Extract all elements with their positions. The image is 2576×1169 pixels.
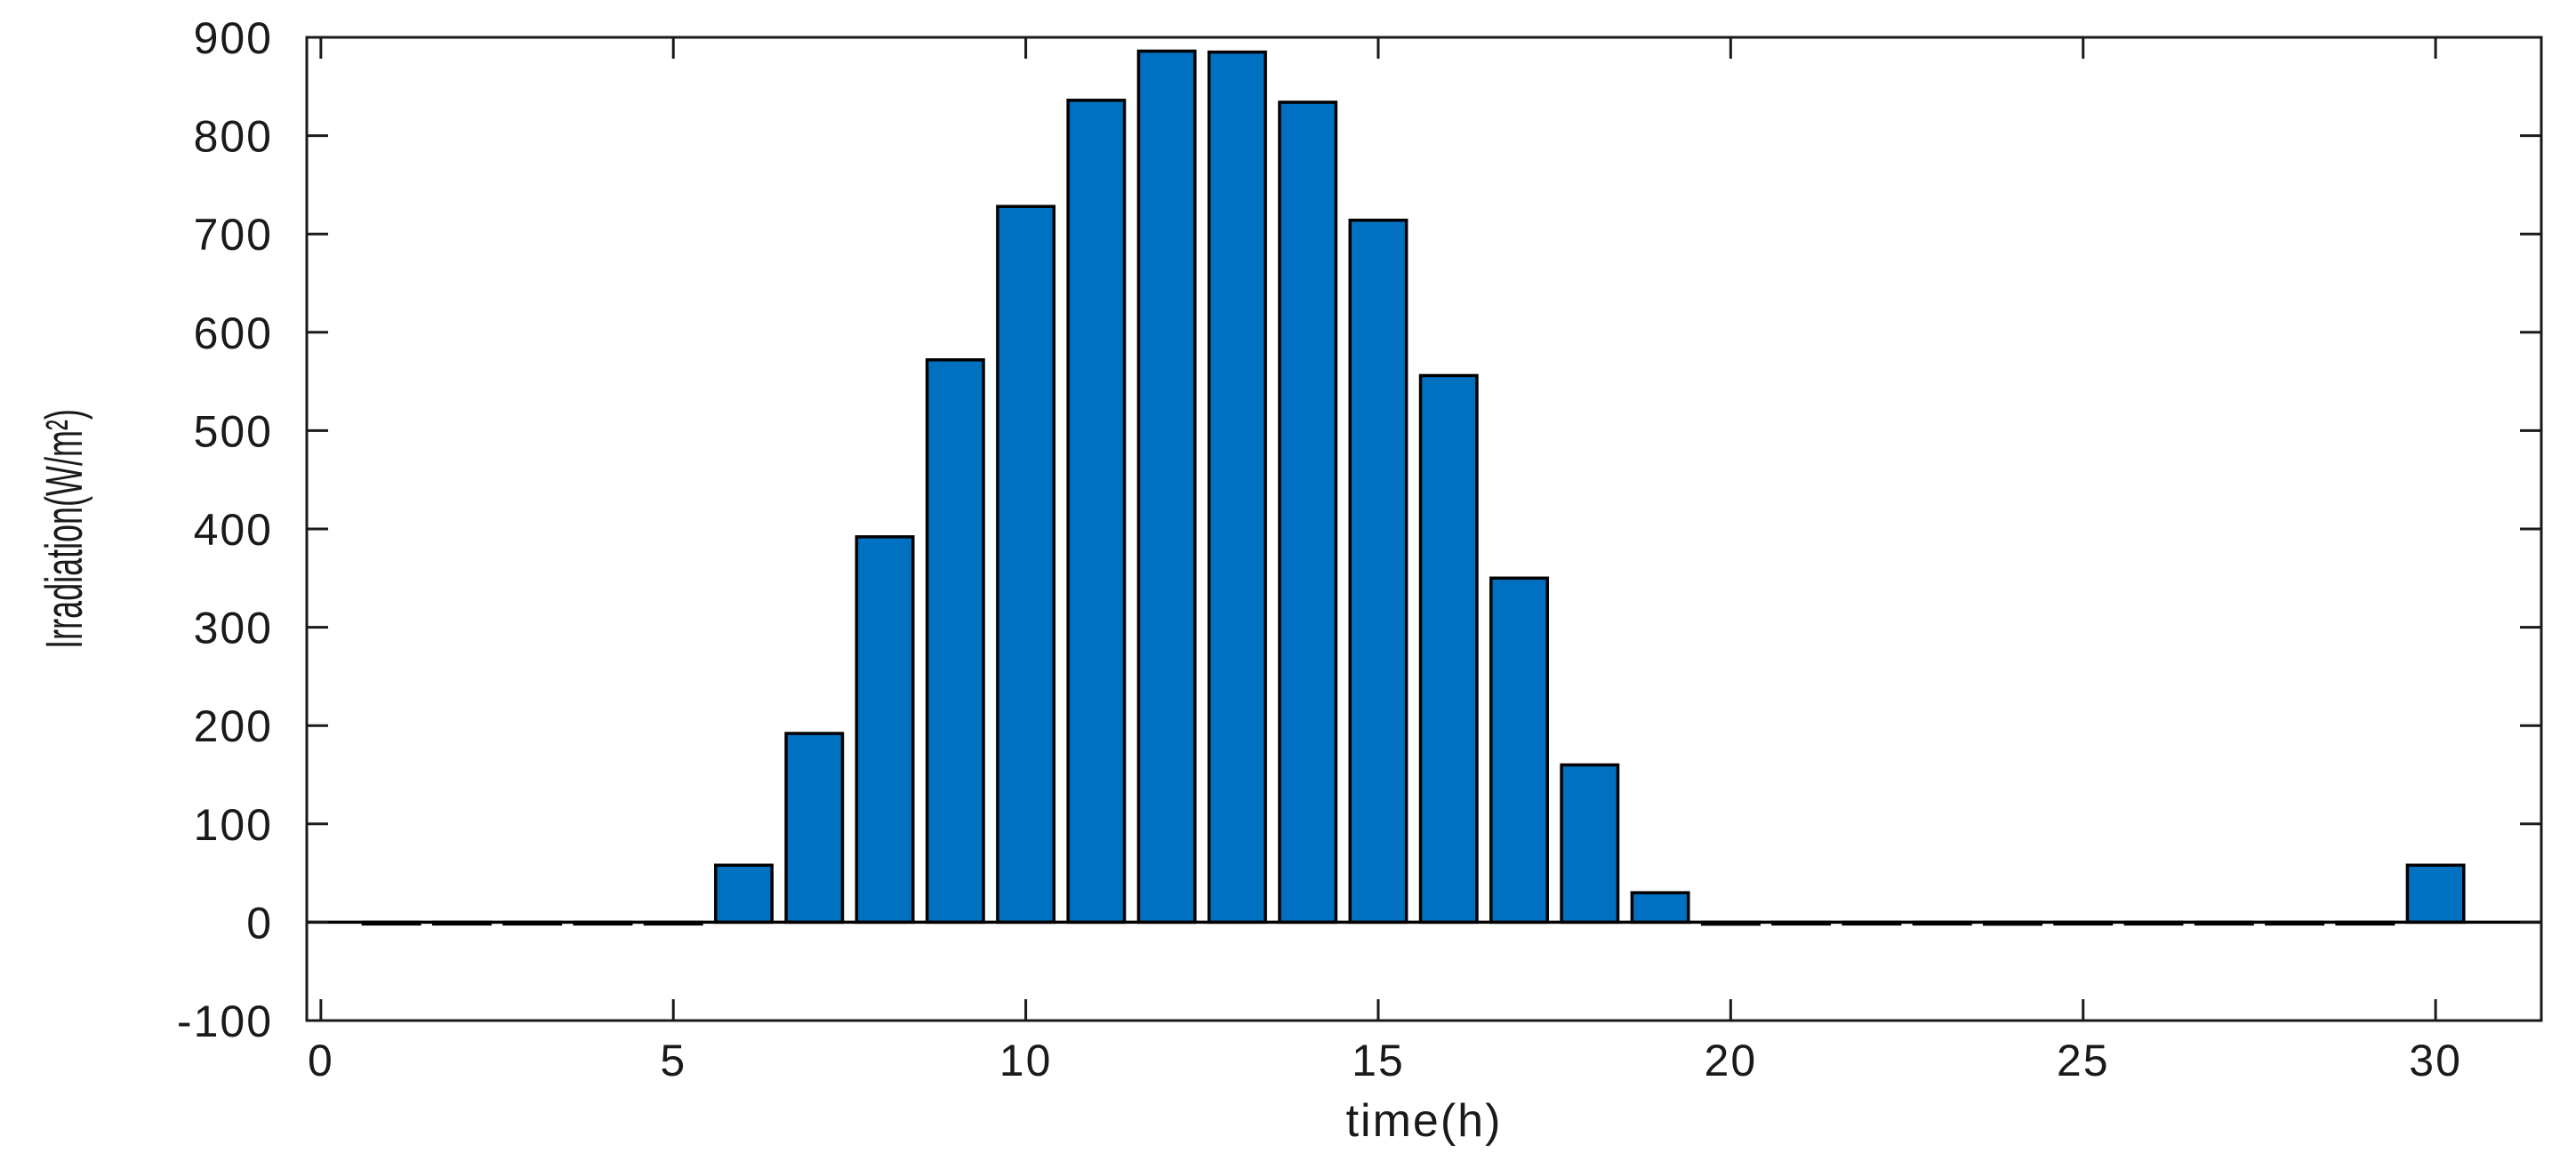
bar-17 <box>1489 576 1549 925</box>
y-tick-label: 200 <box>194 701 273 751</box>
x-tick-label: 30 <box>2409 1036 2462 1085</box>
bar-10 <box>996 204 1056 925</box>
x-tick-label: 0 <box>308 1036 334 1085</box>
x-tick-label: 15 <box>1352 1036 1405 1085</box>
bar-6 <box>714 863 774 925</box>
y-tick-label: 900 <box>194 13 273 63</box>
bar-13 <box>1207 50 1267 925</box>
y-tick-label: 500 <box>194 406 273 456</box>
x-tick-label: 10 <box>999 1036 1053 1085</box>
y-tick-label: 600 <box>194 308 273 358</box>
bar-12 <box>1136 49 1197 925</box>
x-tick-label: 25 <box>2057 1036 2110 1085</box>
bar-11 <box>1066 99 1127 925</box>
bar-19 <box>1630 891 1690 925</box>
bar-15 <box>1348 218 1408 925</box>
x-ticks-group: 0 5 10 15 20 25 30 <box>308 37 2462 1085</box>
y-tick-label: 400 <box>194 505 273 555</box>
y-ticks-group: -100 0 100 200 300 400 500 600 700 800 900 <box>177 13 2541 1046</box>
y-tick-label: -100 <box>177 997 273 1046</box>
bar-7 <box>784 732 845 925</box>
x-tick-label: 5 <box>660 1036 686 1085</box>
bar-30 <box>2405 863 2466 925</box>
bar-8 <box>855 535 915 925</box>
y-axis-label: Irradiation(W/m²) <box>36 409 93 649</box>
bars-group <box>361 49 2466 926</box>
bar-18 <box>1560 763 1620 925</box>
y-tick-label: 300 <box>194 604 273 653</box>
y-tick-label: 100 <box>194 800 273 850</box>
x-axis-label: time(h) <box>1346 1095 1503 1147</box>
bar-16 <box>1418 373 1479 925</box>
y-tick-label: 800 <box>194 112 273 162</box>
bar-14 <box>1278 100 1338 925</box>
x-tick-label: 20 <box>1705 1036 1758 1085</box>
bar-9 <box>925 358 985 925</box>
y-tick-label: 0 <box>246 898 273 948</box>
y-axis-label-group: Irradiation(W/m²) <box>36 409 93 649</box>
y-tick-label: 700 <box>194 210 273 260</box>
